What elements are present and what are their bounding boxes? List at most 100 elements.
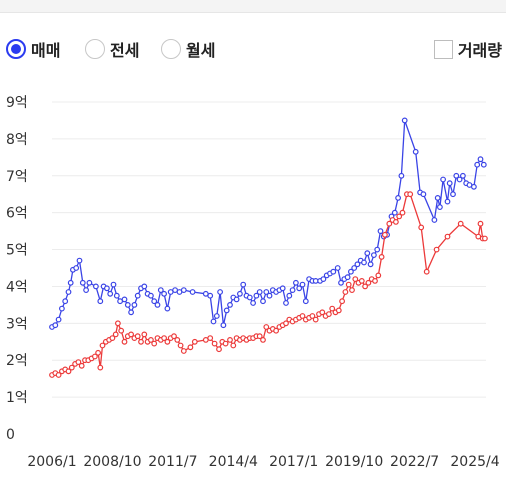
data-point-sale[interactable]: [236, 290, 243, 297]
data-point-jeonse[interactable]: [299, 313, 306, 319]
data-point-sale[interactable]: [227, 302, 233, 308]
data-point-jeonse[interactable]: [396, 213, 403, 220]
data-point-sale[interactable]: [338, 279, 344, 286]
data-point-sale[interactable]: [266, 292, 273, 299]
data-point-jeonse[interactable]: [75, 359, 82, 366]
data-point-jeonse[interactable]: [312, 316, 319, 323]
radio-sale[interactable]: 매매: [6, 36, 60, 62]
data-point-jeonse[interactable]: [112, 331, 119, 338]
data-point-sale[interactable]: [398, 172, 405, 179]
data-point-jeonse[interactable]: [211, 340, 218, 347]
data-point-jeonse[interactable]: [399, 209, 406, 216]
data-point-sale[interactable]: [103, 285, 110, 292]
data-point-sale[interactable]: [246, 294, 253, 301]
data-point-jeonse[interactable]: [329, 305, 336, 312]
data-point-sale[interactable]: [213, 313, 220, 319]
data-point-sale[interactable]: [456, 176, 463, 183]
data-point-sale[interactable]: [240, 281, 247, 288]
data-point-sale[interactable]: [401, 117, 408, 124]
data-point-sale[interactable]: [121, 296, 128, 303]
data-point-jeonse[interactable]: [68, 364, 75, 371]
data-point-jeonse[interactable]: [128, 331, 135, 338]
data-point-jeonse[interactable]: [418, 224, 425, 231]
data-point-jeonse[interactable]: [482, 235, 488, 242]
data-point-jeonse[interactable]: [260, 337, 266, 343]
data-point-sale[interactable]: [351, 265, 358, 271]
data-point-sale[interactable]: [480, 161, 487, 168]
data-point-jeonse[interactable]: [345, 281, 352, 288]
data-point-jeonse[interactable]: [191, 338, 198, 345]
data-point-sale[interactable]: [450, 191, 456, 198]
data-point-sale[interactable]: [164, 305, 171, 312]
data-point-sale[interactable]: [223, 307, 230, 314]
data-point-jeonse[interactable]: [372, 278, 378, 284]
data-point-sale[interactable]: [293, 279, 299, 286]
volume-checkbox[interactable]: 거래량: [433, 36, 502, 62]
data-point-sale[interactable]: [437, 204, 443, 211]
radio-monthly-rent[interactable]: 월세: [161, 36, 215, 62]
data-point-sale[interactable]: [334, 265, 341, 271]
data-point-sale[interactable]: [52, 322, 59, 329]
data-point-jeonse[interactable]: [109, 335, 116, 342]
data-point-sale[interactable]: [446, 180, 453, 187]
data-point-jeonse[interactable]: [207, 335, 214, 342]
data-point-sale[interactable]: [97, 298, 104, 305]
data-point-sale[interactable]: [86, 279, 93, 286]
data-point-sale[interactable]: [253, 292, 260, 299]
data-point-jeonse[interactable]: [171, 333, 177, 340]
data-point-sale[interactable]: [460, 172, 466, 179]
data-point-sale[interactable]: [59, 305, 65, 312]
data-point-jeonse[interactable]: [339, 298, 346, 305]
data-point-jeonse[interactable]: [477, 220, 484, 227]
data-point-sale[interactable]: [361, 259, 367, 266]
data-point-sale[interactable]: [134, 292, 141, 299]
data-point-jeonse[interactable]: [114, 320, 121, 327]
data-point-jeonse[interactable]: [55, 372, 62, 378]
data-point-jeonse[interactable]: [230, 342, 237, 349]
data-point-sale[interactable]: [256, 289, 263, 295]
data-point-jeonse[interactable]: [309, 313, 316, 319]
data-point-sale[interactable]: [147, 292, 154, 299]
data-point-jeonse[interactable]: [433, 246, 440, 253]
data-point-sale[interactable]: [180, 287, 187, 294]
data-point-jeonse[interactable]: [407, 191, 414, 198]
data-point-sale[interactable]: [107, 290, 114, 297]
data-point-jeonse[interactable]: [174, 337, 181, 343]
data-point-sale[interactable]: [67, 279, 74, 286]
data-point-jeonse[interactable]: [444, 233, 451, 240]
data-point-sale[interactable]: [124, 302, 131, 308]
data-point-jeonse[interactable]: [187, 344, 194, 351]
data-point-jeonse[interactable]: [335, 307, 342, 314]
data-point-sale[interactable]: [286, 292, 293, 299]
data-point-sale[interactable]: [154, 302, 161, 308]
data-point-sale[interactable]: [65, 289, 72, 295]
data-point-sale[interactable]: [444, 198, 451, 205]
data-point-sale[interactable]: [474, 161, 481, 168]
data-point-sale[interactable]: [141, 283, 148, 290]
data-point-sale[interactable]: [151, 298, 158, 305]
data-point-sale[interactable]: [217, 289, 224, 295]
data-point-jeonse[interactable]: [78, 362, 85, 369]
data-point-sale[interactable]: [128, 309, 135, 316]
data-point-sale[interactable]: [289, 287, 296, 294]
data-point-sale[interactable]: [440, 176, 447, 183]
data-point-sale[interactable]: [302, 298, 309, 305]
data-point-sale[interactable]: [364, 250, 371, 257]
data-point-sale[interactable]: [260, 298, 266, 305]
data-point-sale[interactable]: [283, 300, 289, 306]
data-point-jeonse[interactable]: [147, 337, 154, 343]
data-point-jeonse[interactable]: [222, 340, 229, 347]
data-point-jeonse[interactable]: [99, 342, 106, 349]
data-point-sale[interactable]: [299, 281, 306, 288]
data-point-jeonse[interactable]: [349, 287, 355, 294]
data-point-sale[interactable]: [210, 318, 217, 325]
data-point-sale[interactable]: [250, 300, 257, 306]
data-point-sale[interactable]: [157, 287, 164, 294]
data-point-jeonse[interactable]: [283, 320, 289, 327]
data-point-jeonse[interactable]: [118, 327, 125, 334]
data-point-jeonse[interactable]: [326, 311, 332, 318]
data-point-sale[interactable]: [83, 287, 89, 294]
data-point-sale[interactable]: [296, 285, 303, 292]
data-point-jeonse[interactable]: [227, 337, 233, 343]
data-point-sale[interactable]: [279, 285, 286, 292]
